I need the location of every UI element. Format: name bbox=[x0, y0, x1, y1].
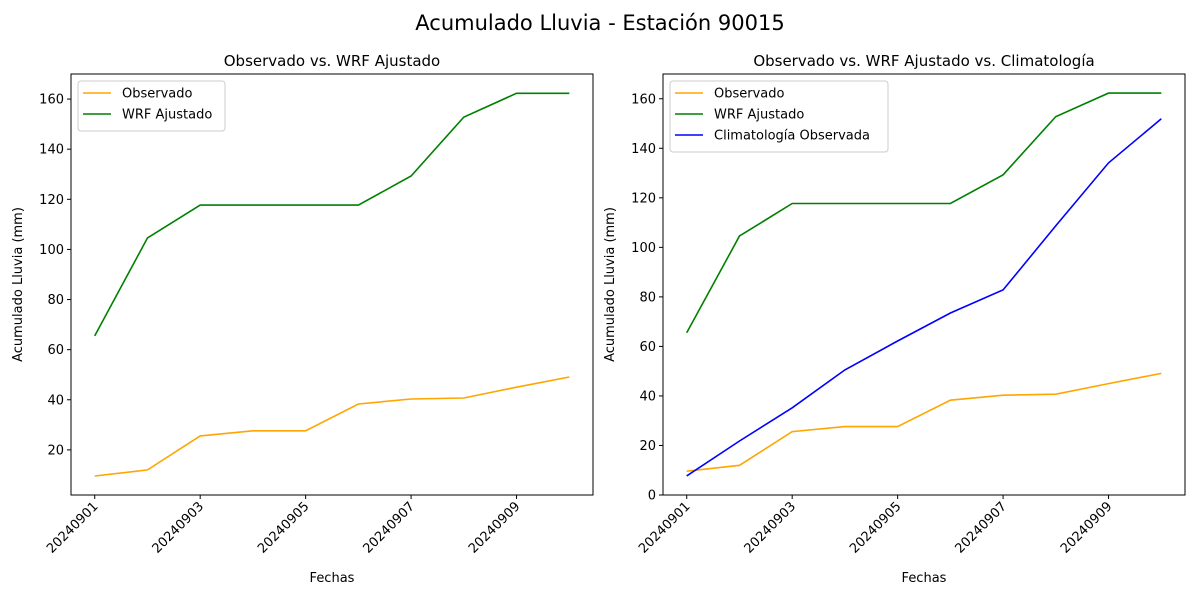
y-tick-label: 0 bbox=[648, 489, 656, 504]
x-axis-label: Fechas bbox=[310, 571, 355, 586]
legend-entry: WRF Ajustado bbox=[122, 108, 212, 123]
x-axis-label: Fechas bbox=[902, 571, 947, 586]
y-tick-label: 60 bbox=[639, 340, 656, 355]
subplot-title: Observado vs. WRF Ajustado bbox=[224, 52, 440, 70]
series-line-wrf-ajustado bbox=[93, 92, 570, 337]
x-tick-label: 20240905 bbox=[847, 499, 904, 556]
series-line-observado bbox=[94, 376, 570, 477]
y-axis-label: Acumulado Lluvia (mm) bbox=[603, 207, 618, 362]
y-tick-label: 40 bbox=[47, 393, 64, 408]
axes-frame bbox=[70, 73, 594, 496]
y-tick-label: 140 bbox=[631, 142, 656, 157]
legend-box bbox=[77, 80, 226, 132]
x-tick-label: 20240909 bbox=[1058, 499, 1115, 556]
axes-frame bbox=[662, 73, 1186, 496]
x-tick-label: 20240901 bbox=[44, 499, 101, 556]
y-tick-label: 20 bbox=[639, 439, 656, 454]
y-tick-label: 160 bbox=[631, 92, 656, 107]
subplot-title: Observado vs. WRF Ajustado vs. Climatolo… bbox=[753, 52, 1094, 70]
figure-title: Acumulado Lluvia - Estación 90015 bbox=[415, 11, 784, 35]
x-tick-label: 20240907 bbox=[953, 499, 1010, 556]
legend-entry: Observado bbox=[122, 87, 193, 102]
y-axis-label: Acumulado Lluvia (mm) bbox=[11, 207, 26, 362]
y-tick-label: 160 bbox=[39, 93, 64, 108]
subplot-2: Observado vs. WRF Ajustado vs. Climatolo… bbox=[603, 52, 1186, 586]
x-tick-label: 20240907 bbox=[361, 499, 418, 556]
y-tick-label: 80 bbox=[639, 290, 656, 305]
y-tick-label: 100 bbox=[39, 243, 64, 258]
y-tick-label: 80 bbox=[47, 293, 64, 308]
y-tick-label: 60 bbox=[47, 343, 64, 358]
x-tick-label: 20240903 bbox=[150, 499, 207, 556]
subplot-1: Observado vs. WRF Ajustado Fechas Acumulad… bbox=[11, 52, 594, 586]
y-tick-label: 140 bbox=[39, 143, 64, 158]
y-tick-label: 40 bbox=[639, 389, 656, 404]
legend-entry: Climatología Observada bbox=[714, 129, 870, 144]
x-tick-label: 20240903 bbox=[742, 499, 799, 556]
y-tick-label: 120 bbox=[39, 193, 64, 208]
legend: Observado WRF Ajustado bbox=[77, 80, 226, 132]
legend-entry: Observado bbox=[714, 87, 785, 102]
y-tick-label: 100 bbox=[631, 241, 656, 256]
x-tick-label: 20240901 bbox=[636, 499, 693, 556]
series-line-climatología-observada bbox=[686, 118, 1162, 477]
series-line-observado bbox=[686, 372, 1162, 472]
y-tick-label: 120 bbox=[631, 191, 656, 206]
legend: Observado WRF Ajustado Climatología Observ… bbox=[669, 80, 889, 153]
legend-entry: WRF Ajustado bbox=[714, 108, 804, 123]
y-tick-label: 20 bbox=[47, 443, 64, 458]
x-tick-label: 20240905 bbox=[255, 499, 312, 556]
x-tick-label: 20240909 bbox=[466, 499, 523, 556]
legend-box bbox=[669, 80, 889, 153]
series-line-wrf-ajustado bbox=[685, 92, 1162, 334]
